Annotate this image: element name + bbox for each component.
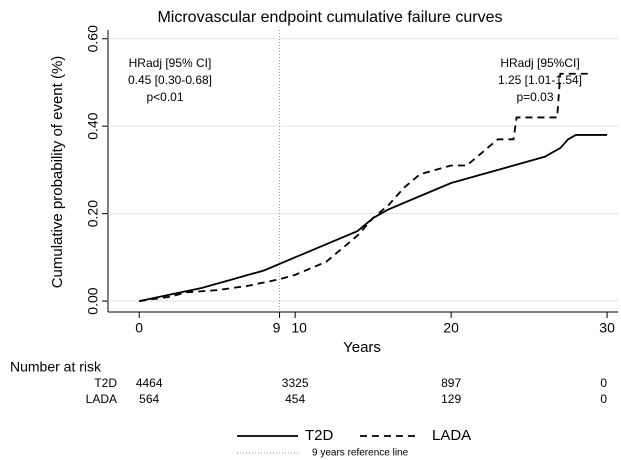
chart-title: Microvascular endpoint cumulative failur…: [157, 9, 502, 26]
y-tick-label: 0.00: [85, 287, 101, 314]
risk-value: 454: [285, 392, 305, 406]
x-tick-label: 9: [273, 320, 281, 336]
y-tick-label: 0.40: [85, 112, 101, 139]
x-axis-label: Years: [343, 339, 381, 356]
annotation: p=0.03: [516, 90, 553, 104]
x-tick-label: 30: [599, 320, 615, 336]
x-tick-label: 10: [291, 320, 307, 336]
series-line: [139, 134, 608, 302]
risk-value: 897: [441, 376, 461, 390]
legend-label: 9 years reference line: [312, 448, 409, 459]
risk-row-name: LADA: [86, 392, 117, 406]
risk-value: 4464: [136, 376, 163, 390]
risk-value: 0: [600, 392, 607, 406]
annotation: HRadj [95%CI]: [500, 56, 579, 70]
annotation: 0.45 [0.30-0.68]: [128, 73, 212, 87]
risk-value: 564: [139, 392, 159, 406]
legend-label: T2D: [305, 427, 334, 444]
risk-value: 129: [441, 392, 461, 406]
risk-value: 3325: [282, 376, 309, 390]
annotation: 1.25 [1.01-1.54]: [498, 73, 582, 87]
y-axis-label: Cumulative probability of event (%): [49, 56, 66, 289]
series-line: [139, 72, 592, 302]
legend-label: LADA: [432, 427, 471, 444]
risk-row-name: T2D: [94, 376, 117, 390]
y-tick-label: 0.60: [85, 25, 101, 52]
risk-table-title: Number at risk: [10, 359, 102, 375]
x-tick-label: 20: [443, 320, 459, 336]
annotation: p<0.01: [146, 90, 183, 104]
risk-value: 0: [600, 376, 607, 390]
x-tick-label: 0: [135, 320, 143, 336]
y-tick-label: 0.20: [85, 200, 101, 227]
annotation: HRadj [95% CI]: [129, 56, 212, 70]
